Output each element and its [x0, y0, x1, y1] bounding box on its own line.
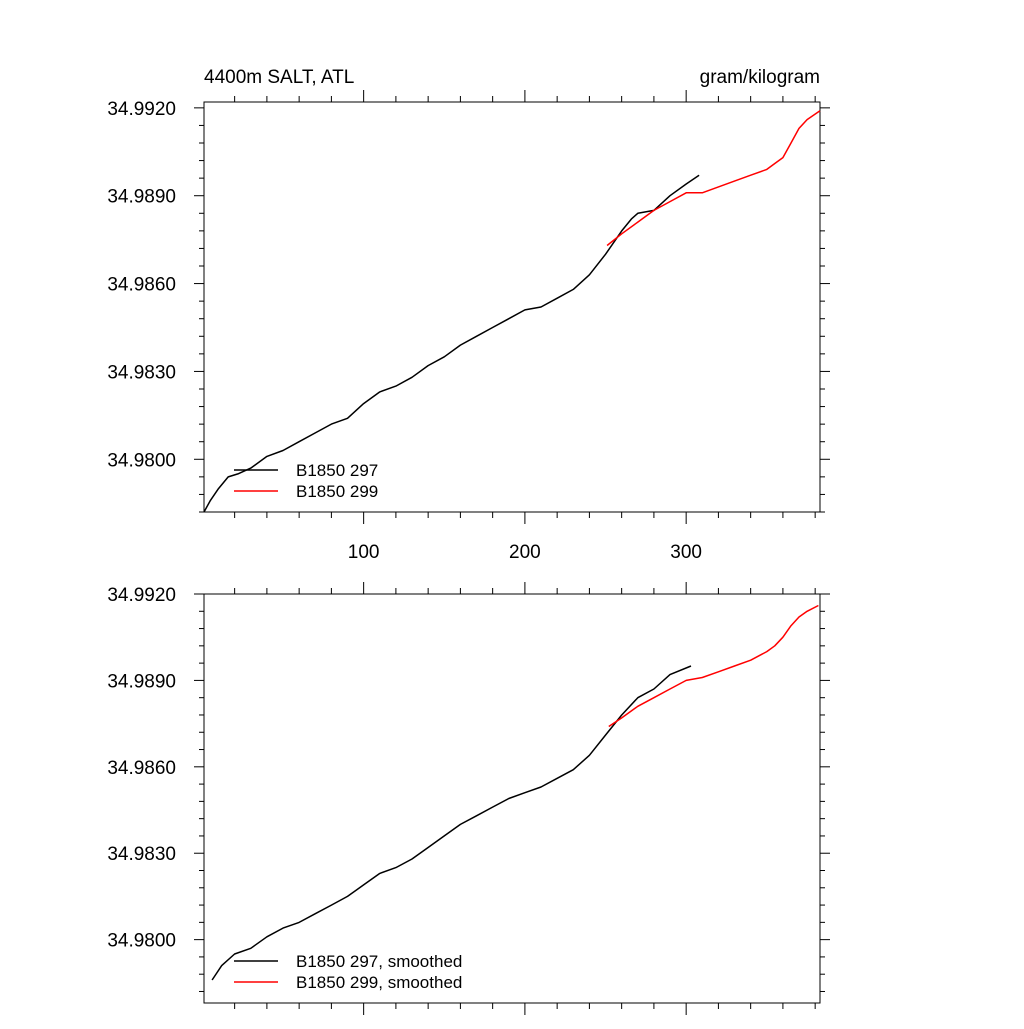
- y-tick-label: 34.9800: [107, 931, 176, 952]
- chart-panel-2: 34.9800 34.9830 34.9860 34.9890 34.9920 B1850…: [107, 582, 830, 1015]
- y-tick-label: 34.9830: [107, 844, 176, 865]
- legend-label: B1850 297, smoothed: [296, 952, 462, 971]
- y-tick-label: 34.9800: [107, 450, 176, 471]
- x-tick-label: 200: [509, 542, 541, 563]
- chart-title: 4400m SALT, ATL: [204, 67, 354, 88]
- legend-label: B1850 297: [296, 461, 378, 480]
- series-line-2: [608, 604, 819, 728]
- x-tick-label: 100: [348, 542, 380, 563]
- y-tick-label: 34.9860: [107, 758, 176, 779]
- y-tick-label: 34.9860: [107, 275, 176, 296]
- y-tick-label: 34.9890: [107, 187, 176, 208]
- y-tick-label: 34.9890: [107, 671, 176, 692]
- plot-frame: [203, 593, 821, 1004]
- x-tick-label: 300: [670, 542, 702, 563]
- units-label: gram/kilogram: [700, 67, 820, 88]
- series-line-2: [606, 110, 821, 247]
- series-line-1: [203, 174, 700, 513]
- series-line-1: [211, 665, 692, 981]
- chart-panel-1: 34.9800 34.9830 34.9860 34.9890 34.9920 100 20…: [107, 67, 830, 563]
- y-tick-label: 34.9830: [107, 362, 176, 383]
- plot-frame: [203, 101, 821, 513]
- legend-label: B1850 299: [296, 482, 378, 501]
- legend-label: B1850 299, smoothed: [296, 973, 462, 992]
- y-tick-label: 34.9920: [107, 99, 176, 120]
- y-tick-label: 34.9920: [107, 585, 176, 606]
